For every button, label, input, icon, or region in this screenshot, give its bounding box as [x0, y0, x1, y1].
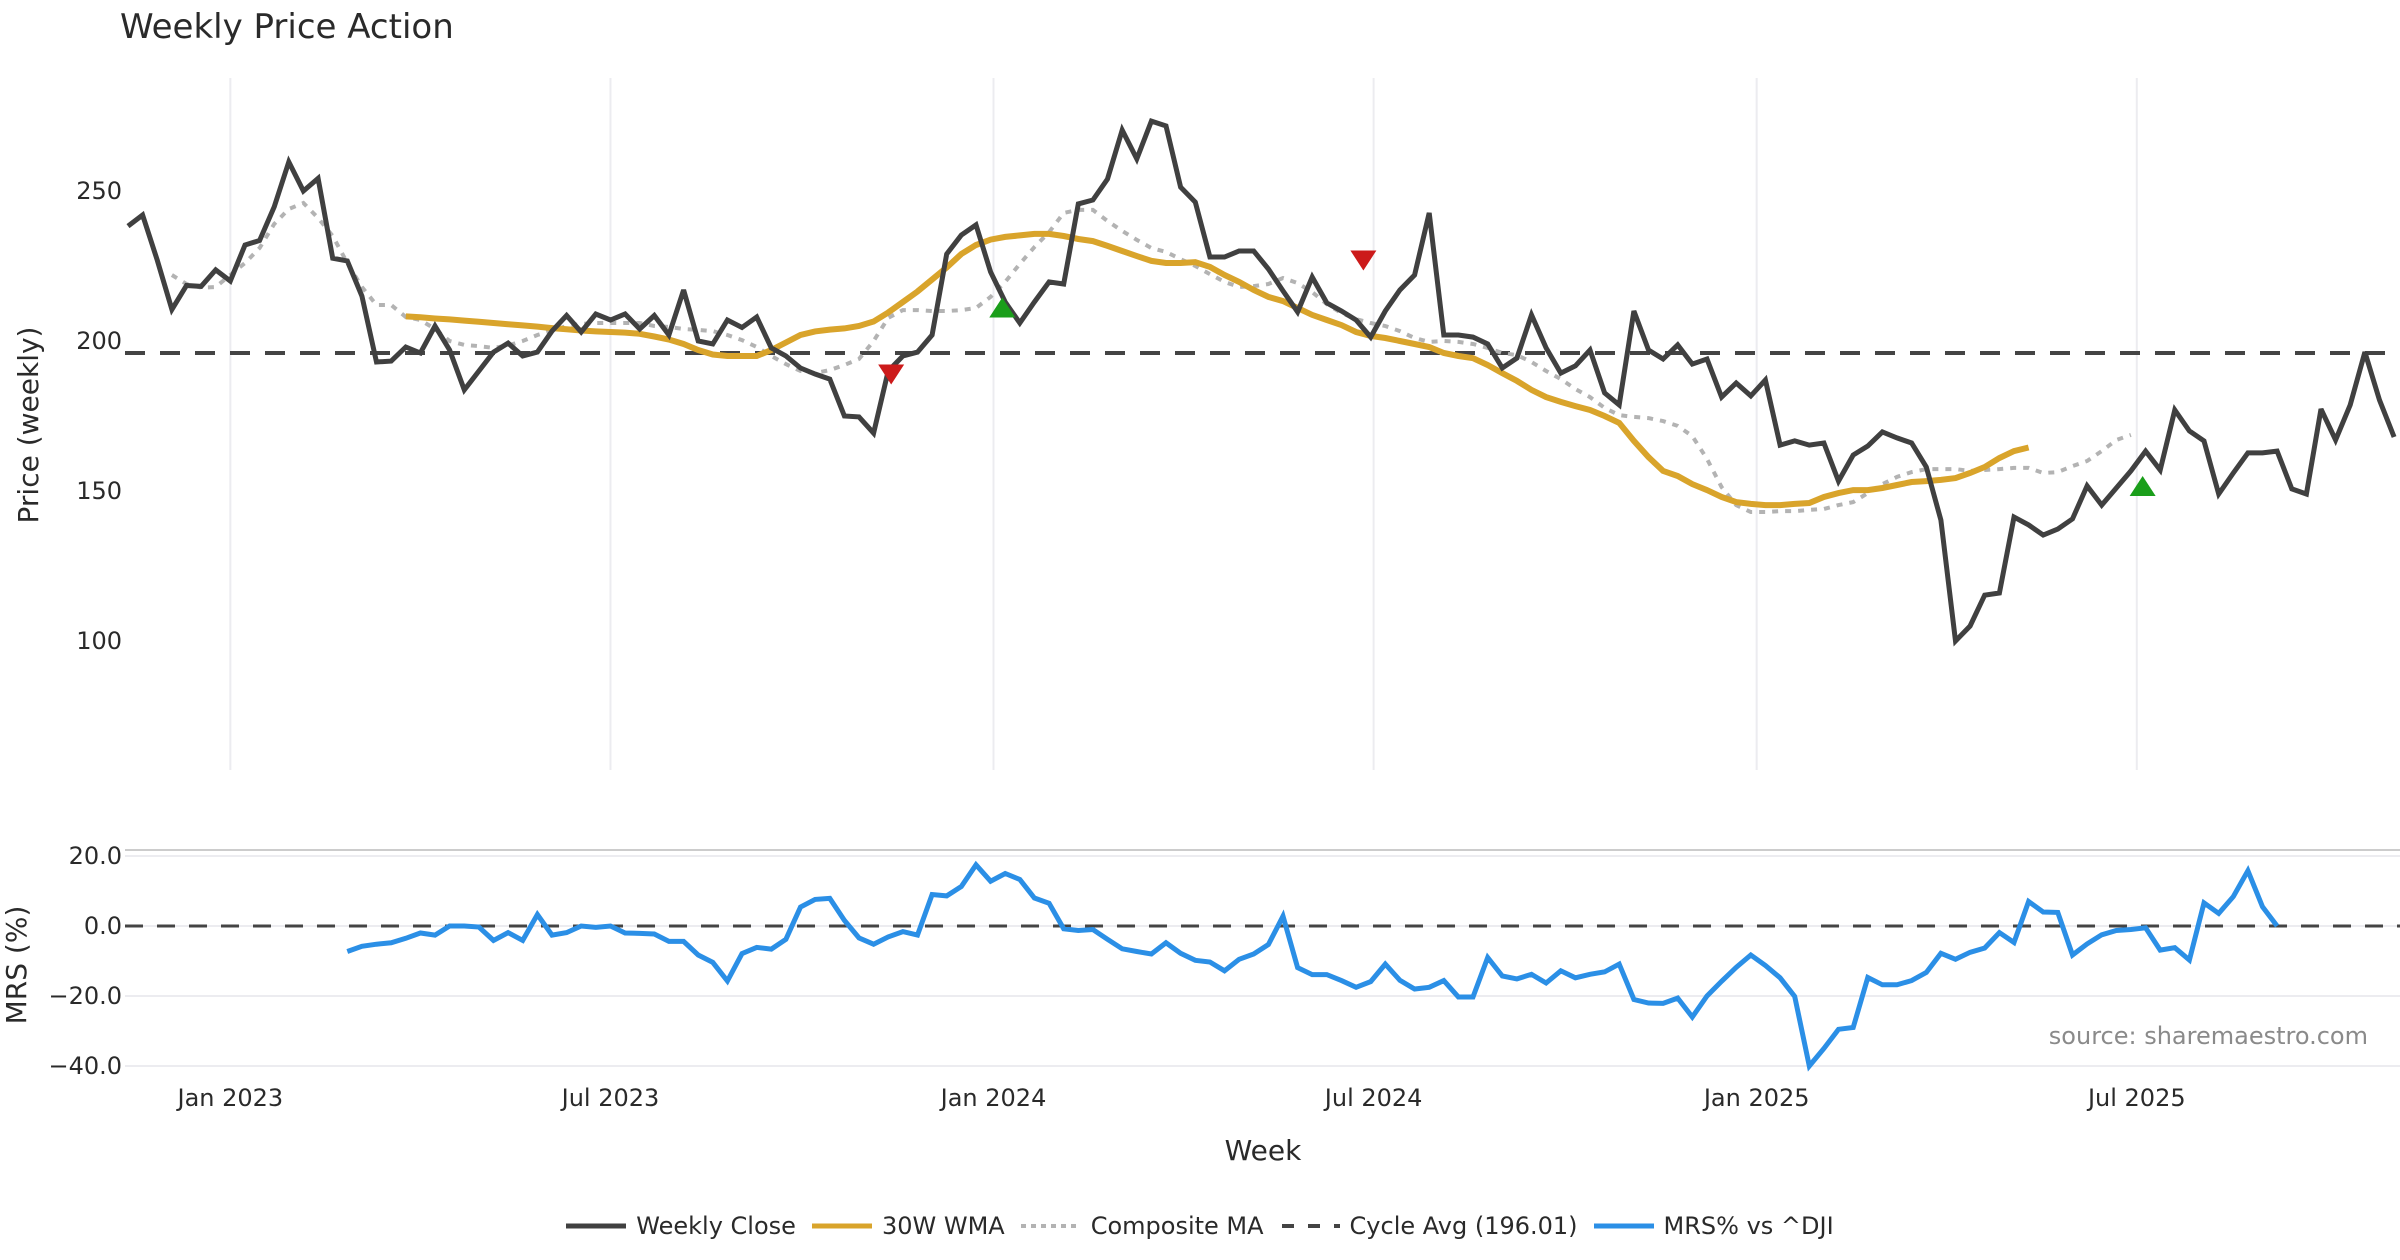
x-ticks: Jan 2023 Jul 2023 Jan 2024 Jul 2024 Jan 2025…	[175, 1084, 2185, 1112]
mrs-series-group	[125, 860, 2400, 1072]
price-series-group	[125, 117, 2400, 647]
series-mrs-vs-dji	[346, 860, 2280, 1072]
legend-label: 30W WMA	[881, 1212, 1005, 1240]
mrs-y-tick-label: 20.0	[69, 842, 122, 870]
x-axis-label: Week	[1225, 1134, 1302, 1167]
chart-title: Weekly Price Action	[120, 7, 454, 47]
price-y-tick-label: 150	[76, 477, 122, 505]
legend-swatch-weekly-close	[566, 1219, 627, 1233]
price-y-tick-label: 250	[76, 177, 122, 205]
series-composite-ma	[170, 200, 2132, 514]
legend-swatch-30w-wma	[811, 1219, 872, 1233]
signal-markers	[878, 250, 2156, 496]
series-weekly-close	[126, 117, 2397, 647]
mrs-y-tick-label: 0.0	[84, 912, 122, 940]
legend-item-weekly-close[interactable]: Weekly Close	[566, 1212, 796, 1240]
price-gridlines	[229, 78, 2138, 770]
legend-item-mrs[interactable]: MRS% vs ^DJI	[1593, 1212, 1834, 1240]
price-y-ticks: 100 150 200 250	[76, 177, 122, 655]
sell-signal-marker	[878, 364, 905, 385]
price-y-tick-label: 100	[76, 627, 122, 655]
x-tick-label: Jul 2024	[1323, 1084, 1423, 1112]
mrs-y-ticks: −40.0 −20.0 0.0 20.0	[48, 842, 122, 1080]
mrs-y-axis-label: MRS (%)	[0, 906, 33, 1025]
legend-swatch-mrs	[1593, 1219, 1654, 1233]
series-30w-wma	[405, 230, 2030, 509]
price-y-axis-label: Price (weekly)	[12, 327, 45, 524]
source-annotation: source: sharemaestro.com	[2049, 1022, 2368, 1050]
legend-item-composite-ma[interactable]: Composite MA	[1020, 1212, 1264, 1240]
x-tick-label: Jul 2023	[560, 1084, 660, 1112]
legend-item-30w-wma[interactable]: 30W WMA	[811, 1212, 1005, 1240]
price-y-tick-label: 200	[76, 327, 122, 355]
legend-label: MRS% vs ^DJI	[1663, 1212, 1834, 1240]
legend-swatch-cycle-avg	[1280, 1219, 1340, 1233]
legend-swatch-composite-ma	[1020, 1219, 1081, 1233]
legend-label: Cycle Avg (196.01)	[1349, 1212, 1578, 1240]
x-tick-label: Jul 2025	[2086, 1084, 2186, 1112]
sell-signal-marker	[1350, 250, 1377, 271]
legend-label: Composite MA	[1090, 1212, 1264, 1240]
buy-signal-marker	[989, 297, 1016, 318]
x-tick-label: Jan 2024	[939, 1084, 1047, 1112]
x-tick-label: Jan 2023	[175, 1084, 283, 1112]
chart-legend: Weekly Close 30W WMA Composite MA Cycle …	[0, 1212, 2400, 1240]
mrs-y-tick-label: −20.0	[48, 982, 122, 1010]
x-tick-label: Jan 2025	[1702, 1084, 1810, 1112]
buy-signal-marker	[2129, 476, 2156, 496]
mrs-y-tick-label: −40.0	[48, 1052, 122, 1080]
legend-item-cycle-avg[interactable]: Cycle Avg (196.01)	[1280, 1212, 1578, 1240]
legend-label: Weekly Close	[636, 1212, 796, 1240]
